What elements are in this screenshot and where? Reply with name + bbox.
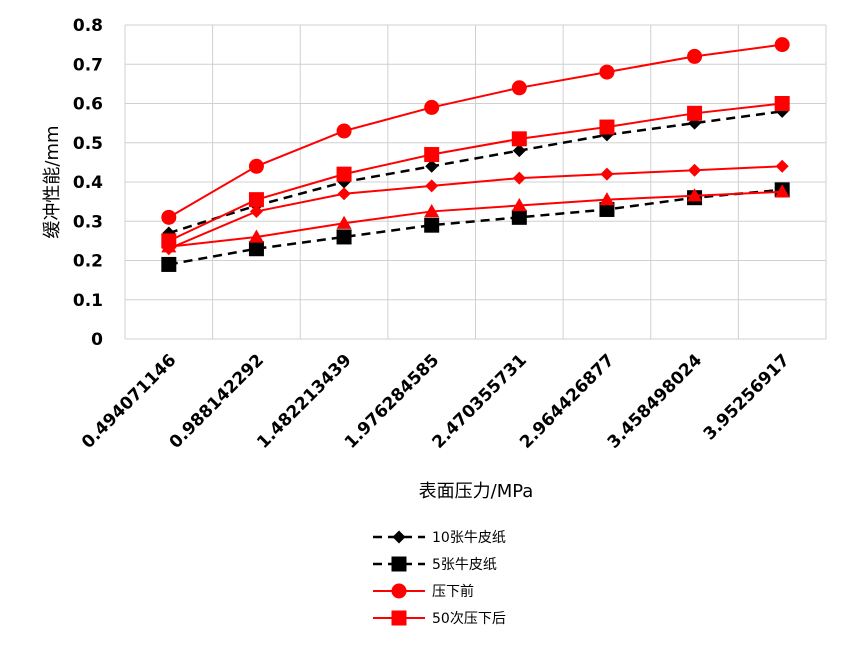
data-point (774, 37, 790, 53)
legend-label: 5张牛皮纸 (432, 557, 497, 573)
data-point (774, 184, 790, 198)
data-point (424, 203, 440, 218)
data-point (249, 204, 263, 218)
y-tick-label: 0.3 (73, 212, 103, 232)
legend-entry: 10张牛皮纸 (373, 530, 506, 546)
series-line (168, 102, 783, 242)
data-point (600, 167, 614, 181)
data-point (774, 96, 790, 111)
y-axis-ticks: 0 0.1 0.2 0.3 0.4 0.5 0.6 0.7 0.8 (73, 16, 103, 350)
x-tick-label: 2.964426877 (516, 350, 618, 452)
data-point (424, 217, 440, 233)
y-tick-label: 0.5 (73, 134, 103, 154)
legend-marker (391, 583, 407, 599)
y-tick-label: 0.7 (73, 55, 103, 75)
x-tick-label: 2.470355731 (428, 350, 530, 452)
legend-marker (391, 610, 407, 626)
legend-entry: 50次压下后 (373, 610, 506, 627)
data-point (161, 256, 177, 272)
data-point (687, 105, 703, 121)
series-3 (161, 37, 790, 225)
data-point (248, 241, 264, 257)
y-tick-label: 0.1 (73, 291, 103, 311)
data-point (425, 179, 439, 193)
y-tick-label: 0.8 (73, 16, 103, 36)
data-point (512, 144, 526, 158)
data-point (599, 64, 615, 80)
series-2 (161, 182, 790, 272)
data-point (336, 229, 352, 245)
data-point (336, 166, 352, 182)
data-point (599, 119, 615, 135)
x-tick-label: 0.988142292 (166, 350, 268, 452)
series-line (168, 110, 783, 235)
y-tick-label: 0.4 (73, 173, 103, 193)
series-6 (161, 184, 790, 253)
x-axis-label: 表面压力/MPa (419, 481, 534, 502)
data-point (425, 159, 439, 173)
x-tick-label: 3.458498024 (604, 350, 706, 452)
data-point (248, 229, 264, 243)
data-point (511, 198, 527, 212)
series-layer (161, 37, 790, 272)
data-point (775, 159, 789, 173)
data-point (248, 192, 264, 208)
y-tick-label: 0.2 (73, 252, 103, 272)
data-point (511, 131, 527, 147)
data-point (599, 192, 615, 206)
data-point (512, 171, 526, 185)
x-tick-label: 1.482213439 (253, 350, 355, 452)
series-line (168, 43, 783, 219)
series-line (168, 190, 783, 248)
data-point (511, 80, 527, 96)
legend-entry: 压下前 (373, 583, 474, 600)
data-point (511, 209, 527, 225)
y-tick-label: 0 (91, 330, 103, 350)
x-axis-ticks: 0.4940711460.9881422921.4822134391.97628… (78, 350, 794, 452)
data-point (424, 99, 440, 115)
data-point (687, 188, 703, 202)
legend-marker (392, 530, 406, 544)
data-point (248, 158, 264, 174)
legend-label: 10张牛皮纸 (432, 530, 506, 546)
data-point (337, 187, 351, 201)
legend-entry: 5张牛皮纸 (373, 556, 497, 573)
data-point (687, 48, 703, 64)
y-axis-label: 缓冲性能/mm (42, 125, 63, 238)
data-point (336, 215, 352, 229)
series-line (168, 188, 783, 266)
legend-label: 50次压下后 (432, 611, 506, 627)
x-tick-label: 0.494071146 (78, 350, 180, 452)
data-point (161, 239, 177, 253)
legend-marker (391, 556, 407, 572)
data-point (161, 209, 177, 225)
series-line (168, 165, 783, 250)
legend-label: 压下前 (432, 583, 474, 600)
x-tick-label: 3.95256917 (700, 350, 794, 444)
x-tick-label: 1.976284585 (341, 350, 443, 452)
data-point (424, 147, 440, 163)
data-point (336, 123, 352, 139)
data-point (688, 163, 702, 177)
data-point (599, 201, 615, 217)
y-tick-label: 0.6 (73, 95, 103, 115)
